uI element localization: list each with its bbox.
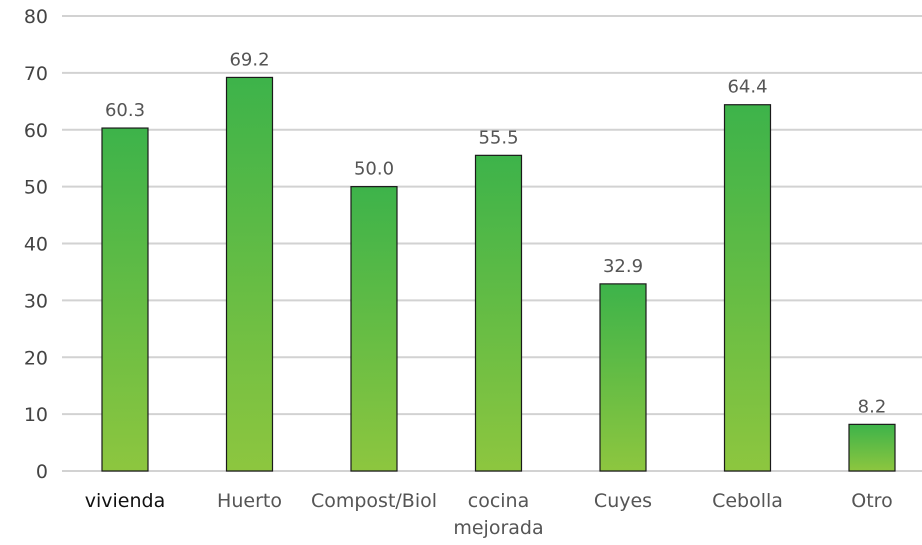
y-tick-label: 50 xyxy=(24,177,48,199)
x-tick-label: Cebolla xyxy=(712,490,783,512)
y-tick-label: 20 xyxy=(24,347,48,369)
x-tick-label: mejorada xyxy=(453,517,543,539)
data-label: 55.5 xyxy=(478,127,518,148)
bar xyxy=(474,154,523,472)
y-tick-label: 0 xyxy=(36,461,48,483)
x-tick-label: Otro xyxy=(851,490,892,512)
data-label: 60.3 xyxy=(105,100,145,121)
data-label: 50.0 xyxy=(354,159,394,180)
y-tick-label: 70 xyxy=(24,63,48,85)
bar xyxy=(599,283,647,472)
y-tick-label: 60 xyxy=(24,120,48,142)
y-axis-ticks: 0 10 20 30 40 50 60 70 80 xyxy=(24,6,48,483)
x-tick-label: Cuyes xyxy=(594,490,652,512)
bar xyxy=(848,423,896,472)
x-axis-labels: vivienda Huerto Compost/Biol cocina mejorada… xyxy=(85,490,893,539)
x-tick-label: Huerto xyxy=(217,490,282,512)
data-label: 64.4 xyxy=(727,77,767,98)
bar xyxy=(101,127,149,472)
value-labels: 60.3 69.2 50.0 55.5 32.9 64.4 8.2 xyxy=(105,49,886,417)
bars xyxy=(101,76,896,472)
x-tick-label: Compost/Biol xyxy=(311,490,437,512)
x-tick-label: vivienda xyxy=(85,490,165,512)
data-label: 8.2 xyxy=(858,396,887,417)
y-tick-label: 30 xyxy=(24,290,48,312)
y-tick-label: 40 xyxy=(24,234,48,256)
data-label: 32.9 xyxy=(603,256,643,277)
x-tick-label: cocina xyxy=(468,490,529,512)
bar xyxy=(225,76,274,472)
bar xyxy=(350,186,398,472)
bar xyxy=(723,104,772,472)
y-tick-label: 80 xyxy=(24,6,48,28)
y-tick-label: 10 xyxy=(24,404,48,426)
data-label: 69.2 xyxy=(229,49,269,70)
